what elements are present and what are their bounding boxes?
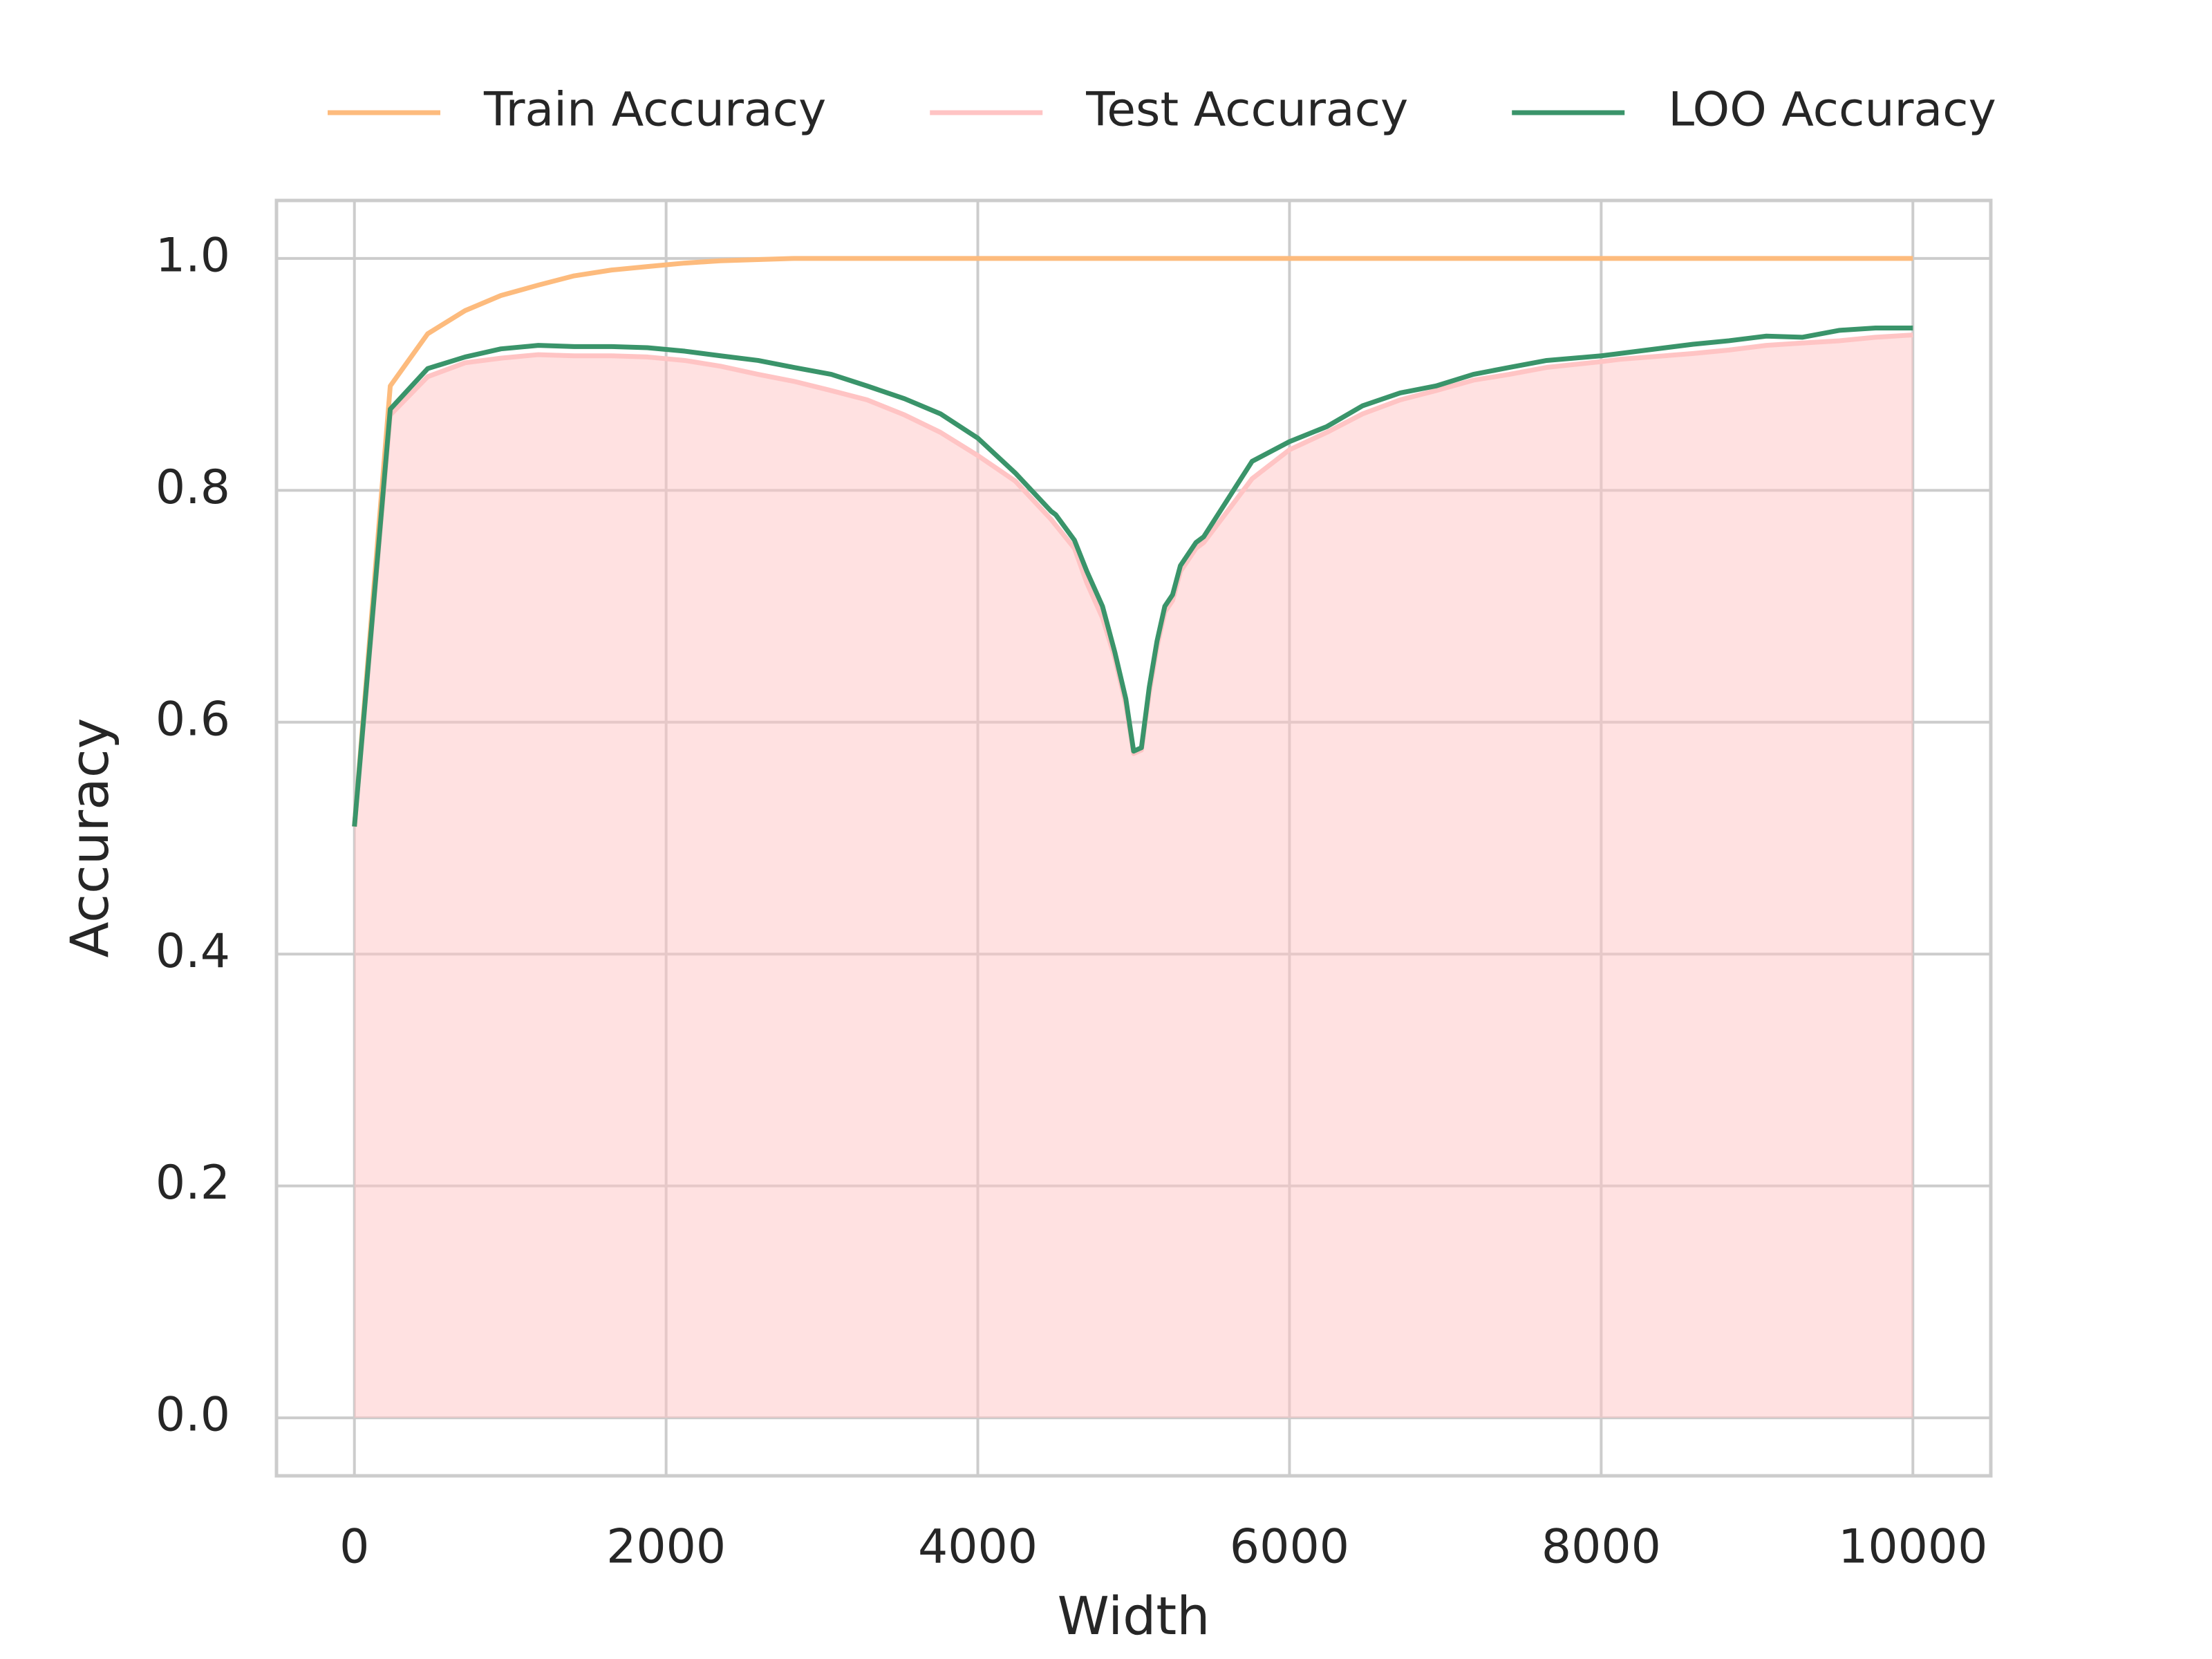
legend-label: Test Accuracy <box>1085 83 1408 138</box>
x-axis-label: Width <box>1058 1585 1210 1647</box>
x-tick-label: 0 <box>339 1520 369 1575</box>
y-tick-label: 1.0 <box>156 228 230 283</box>
legend-label: LOO Accuracy <box>1668 83 1996 138</box>
x-tick-label: 10000 <box>1838 1520 1987 1575</box>
x-tick-label: 6000 <box>1230 1520 1349 1575</box>
y-tick-label: 0.6 <box>156 692 230 747</box>
y-tick-label: 0.0 <box>156 1388 230 1443</box>
line <box>352 326 1913 827</box>
x-tick-label: 8000 <box>1541 1520 1661 1575</box>
y-axis-label: Accuracy <box>59 718 120 958</box>
y-tick-label: 0.2 <box>156 1156 230 1210</box>
x-tick-label: 2000 <box>606 1520 726 1575</box>
area <box>354 335 1913 1418</box>
line <box>352 256 1913 827</box>
plot-frame <box>274 198 1993 1478</box>
x-tick-label: 4000 <box>918 1520 1038 1575</box>
legend-label: Train Accuracy <box>483 83 826 138</box>
y-tick-label: 0.8 <box>156 460 230 515</box>
y-tick-label: 0.4 <box>156 924 230 979</box>
